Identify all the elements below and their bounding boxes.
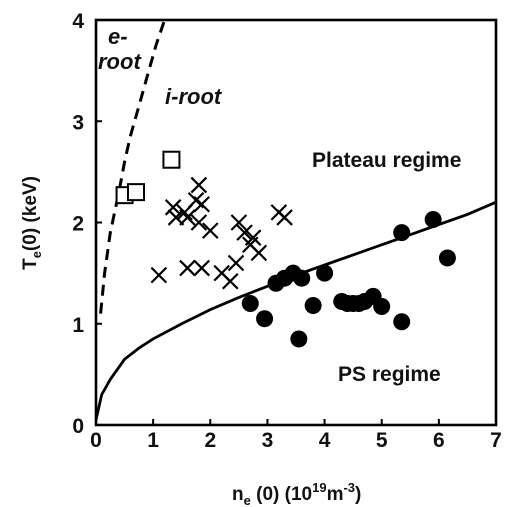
filled-circle-point	[373, 298, 391, 316]
x-point	[193, 259, 210, 277]
annotation-plateau-regime: Plateau regime	[312, 149, 461, 172]
filled-circle-point	[241, 295, 259, 312]
filled-circle-point	[393, 224, 411, 242]
annotation-ps-regime: PS regime	[338, 363, 441, 386]
x-point	[202, 222, 219, 239]
filled-circle-point	[304, 297, 322, 315]
dashed-curve	[99, 19, 167, 314]
x-point	[190, 176, 208, 194]
x-tick-label: 2	[204, 429, 216, 452]
annotation-i-root: i-root	[165, 84, 223, 109]
annotation-e-root-line2: root	[98, 49, 142, 74]
x-tick-label: 6	[433, 429, 445, 452]
x-tick-label: 5	[376, 429, 388, 452]
x-tick-label: 3	[262, 429, 274, 452]
x-point	[164, 199, 182, 216]
filled-circle-point	[293, 269, 311, 287]
x-tick-label: 4	[319, 429, 331, 452]
x-point	[236, 224, 253, 241]
x-tick-label: 7	[490, 429, 502, 452]
filled-circle-point	[290, 330, 308, 348]
filled-circle-point	[424, 210, 442, 228]
x-point	[150, 266, 168, 284]
filled-circle-point	[393, 313, 411, 331]
square-point	[127, 183, 145, 202]
annotation-e-root-line1: e-	[108, 24, 128, 49]
x-point	[230, 214, 248, 231]
x-point	[276, 209, 293, 226]
y-axis-label: Te(0) (keV)	[20, 176, 44, 270]
y-tick-label: 1	[72, 314, 84, 337]
y-tick-label: 0	[72, 415, 84, 438]
x-point	[179, 259, 196, 277]
y-tick-label: 2	[72, 213, 84, 236]
filled-circle-point	[256, 310, 274, 328]
y-tick-label: 4	[72, 10, 84, 33]
x-point	[222, 272, 239, 290]
x-tick-label: 0	[90, 429, 102, 452]
solid-curve	[94, 200, 497, 421]
y-tick-label: 3	[72, 111, 84, 134]
x-axis-label: ne (0) (1019m-3)	[232, 480, 361, 507]
x-point	[190, 214, 208, 231]
filled-circle-point	[316, 264, 334, 282]
x-point	[193, 195, 210, 213]
filled-circle-point	[438, 249, 456, 267]
square-point	[162, 150, 181, 169]
x-point	[227, 254, 245, 272]
x-point	[179, 209, 196, 226]
x-point	[176, 204, 193, 221]
x-point	[242, 236, 259, 254]
x-tick-label: 1	[147, 429, 159, 452]
